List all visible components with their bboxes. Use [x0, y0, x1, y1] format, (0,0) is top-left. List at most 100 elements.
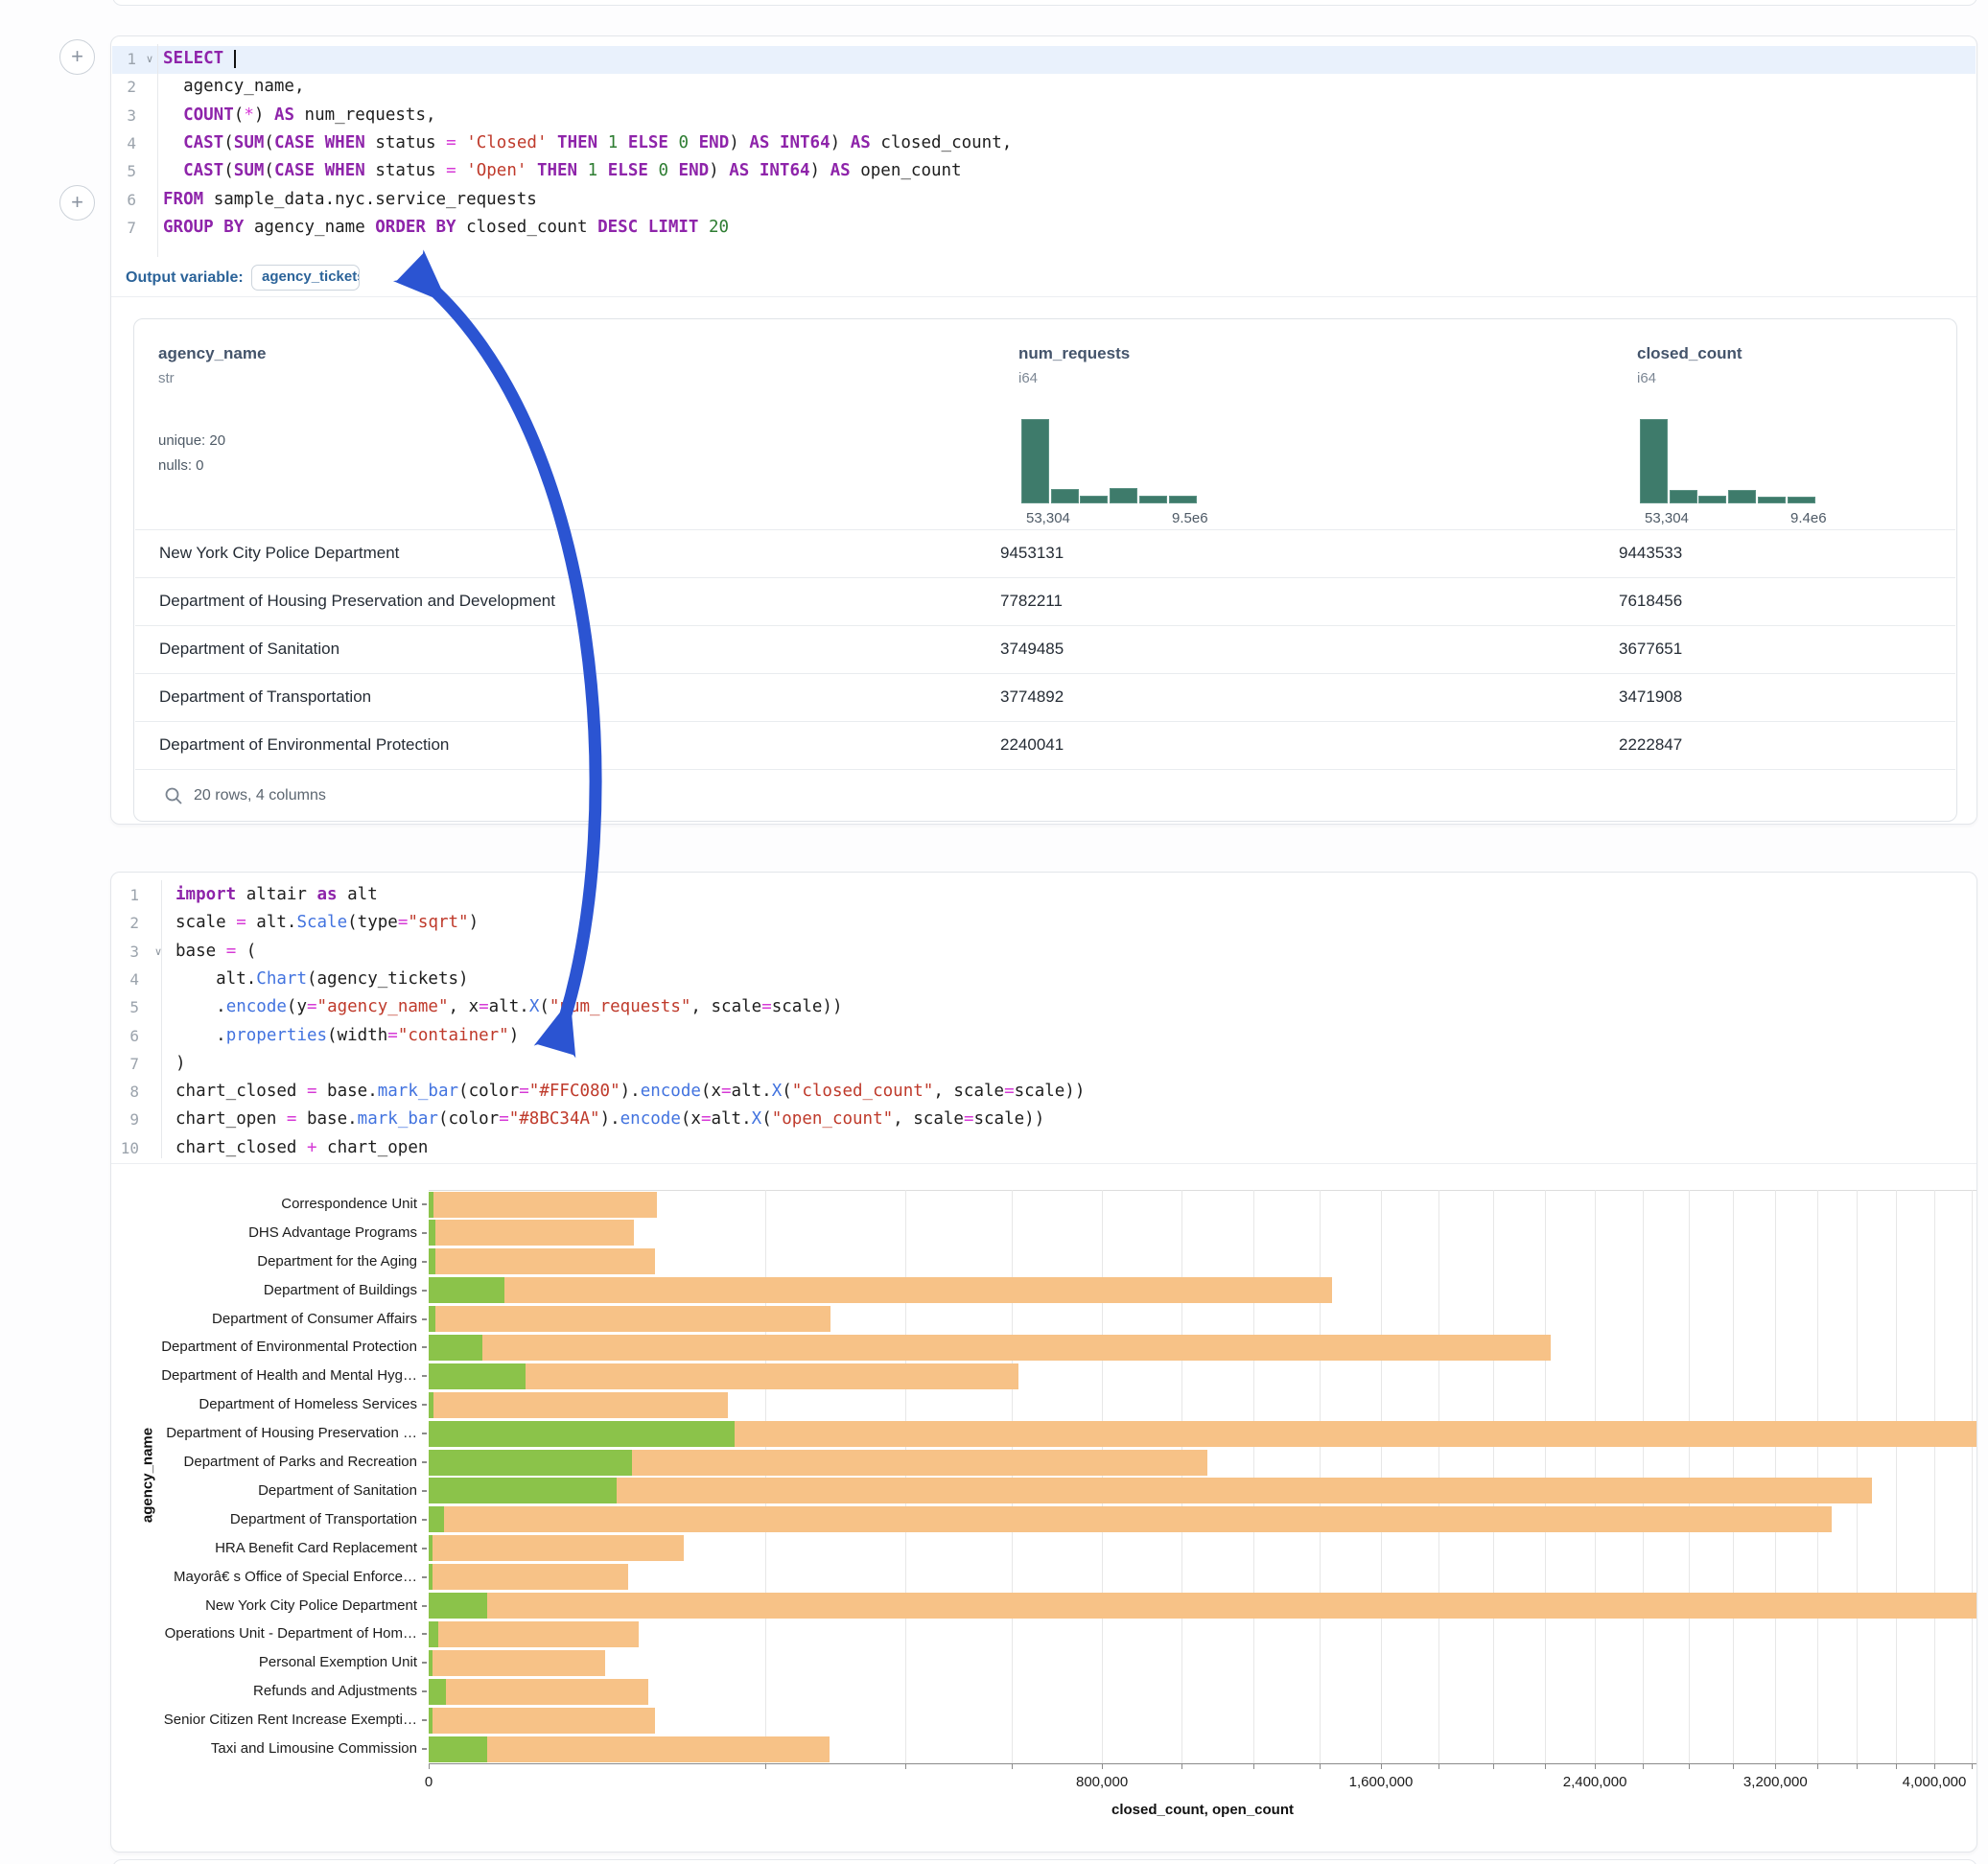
histogram-bar [1728, 490, 1756, 503]
y-axis-tick [422, 1605, 427, 1607]
add-cell-button-middle[interactable]: + [59, 185, 95, 221]
code-line-2[interactable]: 2scale = alt.Scale(type="sqrt") [112, 910, 1976, 938]
code-line-10[interactable]: 10chart_closed + chart_open [112, 1135, 1976, 1163]
plot-top-border [429, 1190, 1976, 1191]
y-axis-label: Department of Buildings [111, 1282, 417, 1298]
code-text: .encode(y="agency_name", x=alt.X("num_re… [175, 997, 843, 1016]
search-icon[interactable] [164, 786, 183, 805]
table-row[interactable]: Department of Sanitation37494853677651 [135, 625, 1955, 673]
code-text: GROUP BY agency_name ORDER BY closed_cou… [163, 218, 729, 237]
y-axis-label: Department of Sanitation [111, 1482, 417, 1499]
code-line-7[interactable]: 7) [112, 1051, 1976, 1079]
y-axis-label: HRA Benefit Card Replacement [111, 1540, 417, 1556]
open-count-bar [429, 1593, 487, 1619]
line-number: 6 [112, 191, 136, 209]
column-name-agency_name[interactable]: agency_name [158, 344, 266, 363]
y-axis-tick [422, 1519, 427, 1521]
code-line-9[interactable]: 9chart_open = base.mark_bar(color="#8BC3… [112, 1107, 1976, 1134]
histogram-bar [1051, 489, 1079, 503]
y-axis-label: Department of Housing Preservation … [111, 1425, 417, 1441]
column-type: i64 [1018, 370, 1038, 386]
open-count-bar [429, 1277, 504, 1303]
output-variable-pill[interactable]: agency_tickets [251, 265, 360, 291]
table-cell: 9453131 [1000, 544, 1064, 563]
y-axis-label: Department of Transportation [111, 1511, 417, 1527]
python-cell: 1import altair as alt2scale = alt.Scale(… [110, 872, 1977, 1852]
column-name-closed_count[interactable]: closed_count [1637, 344, 1742, 363]
y-axis-tick [422, 1433, 427, 1434]
y-axis-label: Department of Environmental Protection [111, 1339, 417, 1355]
table-cell: Department of Housing Preservation and D… [159, 592, 555, 611]
gridline [1381, 1190, 1382, 1763]
y-axis-tick [422, 1404, 427, 1406]
cell-divider [111, 296, 1976, 297]
closed-count-bar [429, 1335, 1551, 1361]
x-axis-tick-label: 2,400,000 [1563, 1774, 1627, 1790]
x-axis-tick-label: 3,200,000 [1743, 1774, 1808, 1790]
gridline [1817, 1190, 1818, 1763]
python-editor[interactable]: 1import altair as alt2scale = alt.Scale(… [111, 882, 1976, 1163]
code-line-1[interactable]: 1∨SELECT [112, 46, 1976, 74]
table-row[interactable]: New York City Police Department945313194… [135, 529, 1955, 577]
gutter-separator [157, 44, 158, 257]
code-line-6[interactable]: 6FROM sample_data.nyc.service_requests [112, 187, 1976, 215]
x-axis-line [429, 1763, 1976, 1764]
closed-count-bar [429, 1535, 684, 1561]
histogram-bar [1640, 419, 1668, 503]
code-line-5[interactable]: 5 .encode(y="agency_name", x=alt.X("num_… [112, 994, 1976, 1022]
gridline [1012, 1190, 1013, 1763]
code-text: base = ( [175, 942, 256, 961]
table-row[interactable]: Department of Housing Preservation and D… [135, 577, 1955, 625]
table-row[interactable]: Department of Environmental Protection22… [135, 721, 1955, 769]
line-number: 1 [112, 886, 139, 904]
code-line-4[interactable]: 4 CAST(SUM(CASE WHEN status = 'Closed' T… [112, 130, 1976, 158]
gridline [1857, 1190, 1858, 1763]
y-axis-label: Refunds and Adjustments [111, 1683, 417, 1699]
closed-count-bar [429, 1679, 648, 1705]
add-cell-button-top[interactable]: + [59, 39, 95, 75]
y-axis-tick [422, 1690, 427, 1692]
y-axis-tick [422, 1576, 427, 1578]
table-cell: 3677651 [1619, 640, 1682, 659]
open-count-bar [429, 1363, 526, 1389]
y-axis-label: Correspondence Unit [111, 1196, 417, 1212]
open-count-bar [429, 1421, 735, 1447]
column-type: str [158, 370, 175, 386]
gridline [1775, 1190, 1776, 1763]
closed-count-bar [429, 1650, 605, 1676]
code-text: agency_name, [163, 77, 305, 96]
table-cell: 3774892 [1000, 687, 1064, 707]
code-line-8[interactable]: 8chart_closed = base.mark_bar(color="#FF… [112, 1079, 1976, 1107]
histogram-bar [1021, 419, 1049, 503]
code-line-3[interactable]: 3∨base = ( [112, 939, 1976, 967]
code-line-3[interactable]: 3 COUNT(*) AS num_requests, [112, 103, 1976, 130]
histogram-bar [1698, 496, 1726, 503]
column-histogram [1021, 419, 1198, 503]
column-stat: nulls: 0 [158, 457, 204, 474]
chevron-down-icon[interactable]: ∨ [146, 53, 153, 65]
open-count-bar [429, 1564, 433, 1590]
table-cell: 3471908 [1619, 687, 1682, 707]
code-line-7[interactable]: 7GROUP BY agency_name ORDER BY closed_co… [112, 215, 1976, 243]
histogram-bar [1169, 496, 1197, 503]
code-line-2[interactable]: 2 agency_name, [112, 74, 1976, 102]
line-number: 10 [112, 1139, 139, 1157]
code-line-6[interactable]: 6 .properties(width="container") [112, 1023, 1976, 1051]
open-count-bar [429, 1306, 435, 1332]
code-line-1[interactable]: 1import altair as alt [112, 882, 1976, 910]
gridline [1689, 1190, 1690, 1763]
table-row[interactable]: Department of Transportation377489234719… [135, 673, 1955, 721]
closed-count-bar [429, 1478, 1872, 1503]
code-line-4[interactable]: 4 alt.Chart(agency_tickets) [112, 967, 1976, 994]
column-name-num_requests[interactable]: num_requests [1018, 344, 1130, 363]
y-axis-tick [422, 1318, 427, 1320]
line-number: 3 [112, 106, 136, 125]
histogram-max-label: 9.5e6 [1172, 510, 1208, 526]
y-axis-tick [422, 1548, 427, 1549]
y-axis-label: Taxi and Limousine Commission [111, 1740, 417, 1757]
gridline [1438, 1190, 1439, 1763]
histogram-bar [1758, 497, 1786, 503]
gridline [1253, 1190, 1254, 1763]
sql-editor[interactable]: 1∨SELECT 2 agency_name,3 COUNT(*) AS num… [111, 46, 1976, 255]
code-line-5[interactable]: 5 CAST(SUM(CASE WHEN status = 'Open' THE… [112, 158, 1976, 186]
